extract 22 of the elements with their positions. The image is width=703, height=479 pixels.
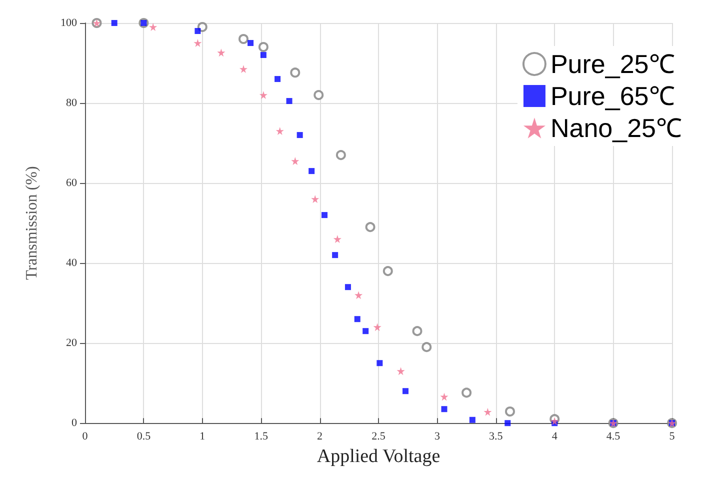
x-tick-label: 5 xyxy=(669,430,676,443)
y-tick-label: 0 xyxy=(72,417,78,430)
legend-label: Pure_25℃ xyxy=(550,49,675,79)
x-tick-label: 0 xyxy=(82,430,88,443)
y-tick-label: 40 xyxy=(66,257,78,270)
legend-label: Nano_25℃ xyxy=(550,113,682,143)
x-tick-label: 3 xyxy=(434,430,440,443)
x-tick-label: 4 xyxy=(552,430,558,443)
y-axis-title: Transmission (%) xyxy=(24,166,40,280)
x-axis-title: Applied Voltage xyxy=(316,446,440,467)
x-tick-label: 1.5 xyxy=(254,430,268,443)
legend-label: Pure_65℃ xyxy=(550,81,675,111)
x-tick-label: 1 xyxy=(200,430,206,443)
x-tick-label: 3.5 xyxy=(489,430,504,443)
x-tick-label: 4.5 xyxy=(606,430,621,443)
y-tick-label: 80 xyxy=(66,97,78,110)
x-tick-label: 2.5 xyxy=(372,430,386,443)
y-tick-label: 60 xyxy=(66,177,78,190)
x-tick-label: 2 xyxy=(317,430,323,443)
x-tick-label: 0.5 xyxy=(136,430,152,443)
y-tick-label: 20 xyxy=(66,337,78,350)
y-tick-label: 100 xyxy=(60,17,78,29)
